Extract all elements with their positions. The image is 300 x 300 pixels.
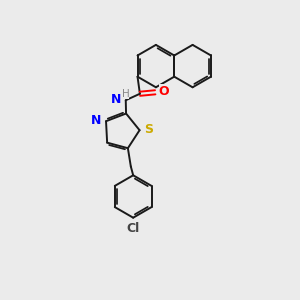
- Text: H: H: [122, 89, 129, 99]
- Text: O: O: [159, 85, 170, 98]
- Text: Cl: Cl: [127, 222, 140, 235]
- Text: N: N: [91, 114, 101, 127]
- Text: N: N: [111, 93, 122, 106]
- Text: S: S: [144, 122, 153, 136]
